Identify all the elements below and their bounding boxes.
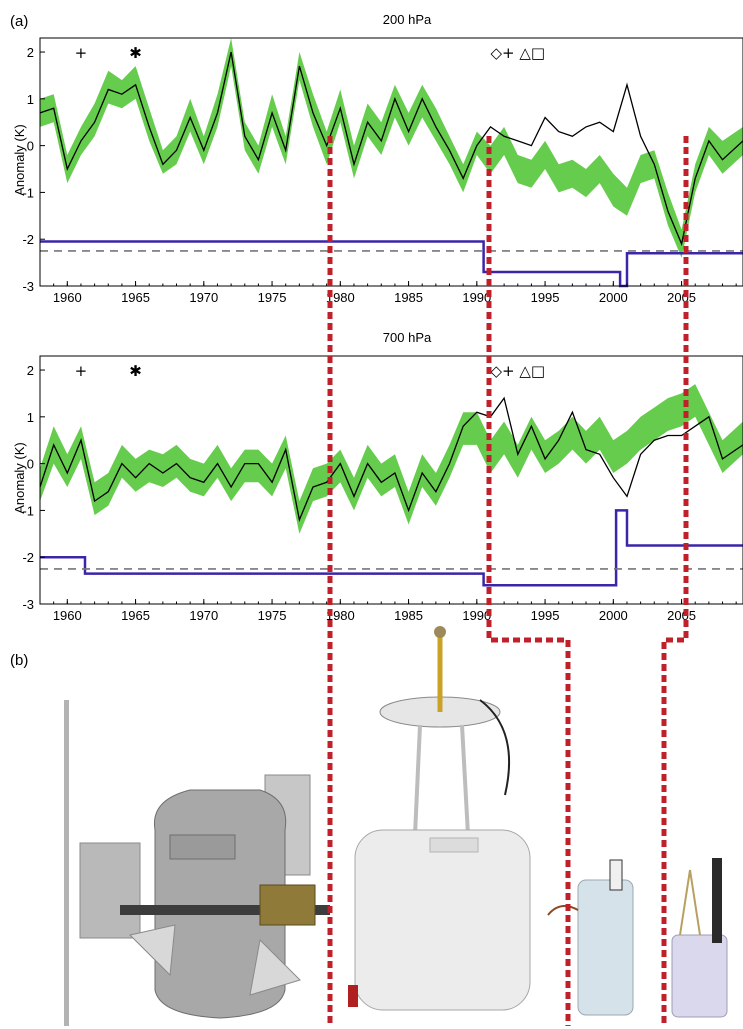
plot-frame — [39, 355, 743, 605]
frame-right — [460, 724, 470, 836]
x-tick-label: 2000 — [599, 608, 628, 623]
y-tick-label: -2 — [22, 550, 34, 565]
wire-loop — [547, 905, 579, 916]
chart-200hpa: 200 hPa Anomaly (K) 1960 1965 1970 1975 1980… — [12, 12, 743, 305]
x-tick-label: 1995 — [531, 608, 560, 623]
instrument-change-symbol: ◇+ △□ — [490, 362, 545, 380]
sensor-arm — [712, 858, 722, 943]
radiosonde-photos — [64, 626, 728, 1026]
radiosonde-2000s-picture — [671, 858, 728, 1018]
vane-left — [79, 842, 141, 939]
radiosonde-1980s-picture — [348, 626, 531, 1011]
ensemble-band — [40, 38, 743, 258]
breakpoint-step-line — [40, 240, 743, 288]
crossbar — [120, 905, 330, 915]
x-tick-label: 1960 — [53, 290, 82, 305]
instrument-change-symbol: + — [75, 44, 88, 62]
blade-lower-right — [249, 938, 301, 996]
y-tick-label: -1 — [22, 185, 34, 200]
x-tick-label: 1995 — [531, 290, 560, 305]
era-connectors — [327, 136, 689, 1026]
x-tick-label: 1990 — [462, 608, 491, 623]
x-tick-label: 2000 — [599, 290, 628, 305]
sensor-box — [259, 884, 316, 926]
instrument-change-symbol: ✱ — [129, 362, 142, 380]
small-housing — [671, 934, 728, 1018]
instrument-change-symbol: ✱ — [129, 44, 142, 62]
antenna-tip — [434, 626, 446, 638]
observed-anomaly-line — [39, 51, 743, 247]
sensor-boom — [609, 859, 623, 891]
y-tick-label: -1 — [22, 503, 34, 518]
radiosonde-1960s-picture — [79, 774, 330, 1019]
x-tick-label: 1970 — [189, 290, 218, 305]
chart-700hpa: 700 hPa Anomaly (K) 1960 1965 1970 1975 1980… — [12, 330, 743, 623]
frame-left — [413, 724, 422, 836]
radiosonde-1990s-picture — [547, 859, 634, 1016]
body-panel — [169, 834, 236, 860]
panel-b-label: (b) — [10, 652, 28, 669]
y-tick-label: 1 — [27, 92, 34, 107]
x-tick-label: 2005 — [667, 290, 696, 305]
cable — [479, 699, 511, 796]
x-tick-label: 1985 — [394, 290, 423, 305]
y-tick-label: 0 — [27, 139, 34, 154]
connector-1990 — [486, 136, 571, 1026]
plot-frame — [39, 37, 743, 287]
y-tick-label: 2 — [27, 363, 34, 378]
blade-lower-left — [129, 924, 176, 977]
observed-anomaly-line — [39, 396, 743, 523]
photo-edge-bar — [64, 700, 69, 1026]
instrument-change-symbol: + — [75, 362, 88, 380]
y-tick-label: -3 — [22, 279, 34, 294]
x-tick-label: 1980 — [326, 290, 355, 305]
breakpoint-step-line — [40, 509, 743, 587]
x-tick-label: 2005 — [667, 608, 696, 623]
chart-title: 700 hPa — [383, 330, 432, 345]
plot-area: 1960 1965 1970 1975 1980 1985 1990 1995 2000 2005… — [22, 355, 743, 623]
housing-label — [429, 837, 479, 853]
x-tick-label: 1970 — [189, 608, 218, 623]
y-axis-label: Anomaly (K) — [12, 442, 27, 514]
x-tick-label: 1975 — [258, 290, 287, 305]
connector-2005 — [661, 136, 689, 1026]
x-tick-label: 1965 — [121, 290, 150, 305]
battery-tag — [348, 985, 358, 1007]
y-axis-label: Anomaly (K) — [12, 124, 27, 196]
panel-a-label: (a) — [10, 13, 28, 30]
x-tick-label: 1980 — [326, 608, 355, 623]
y-tick-label: -3 — [22, 597, 34, 612]
chart-title: 200 hPa — [383, 12, 432, 27]
ensemble-band — [40, 384, 743, 534]
y-tick-label: 2 — [27, 45, 34, 60]
x-tick-label: 1960 — [53, 608, 82, 623]
x-tick-label: 1975 — [258, 608, 287, 623]
antenna-truss — [679, 869, 701, 936]
y-tick-label: -2 — [22, 232, 34, 247]
instrument-change-symbol: ◇+ △□ — [490, 44, 545, 62]
x-tick-label: 1985 — [394, 608, 423, 623]
foam-housing — [354, 829, 531, 1011]
x-tick-label: 1990 — [462, 290, 491, 305]
y-tick-label: 1 — [27, 410, 34, 425]
compact-housing — [577, 879, 634, 1016]
plot-area: 1960 1965 1970 1975 1980 1985 1990 1995 2000 2005… — [22, 37, 743, 305]
y-tick-label: 0 — [27, 457, 34, 472]
x-tick-label: 1965 — [121, 608, 150, 623]
